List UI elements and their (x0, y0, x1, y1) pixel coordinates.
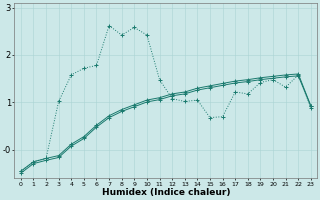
X-axis label: Humidex (Indice chaleur): Humidex (Indice chaleur) (102, 188, 230, 197)
